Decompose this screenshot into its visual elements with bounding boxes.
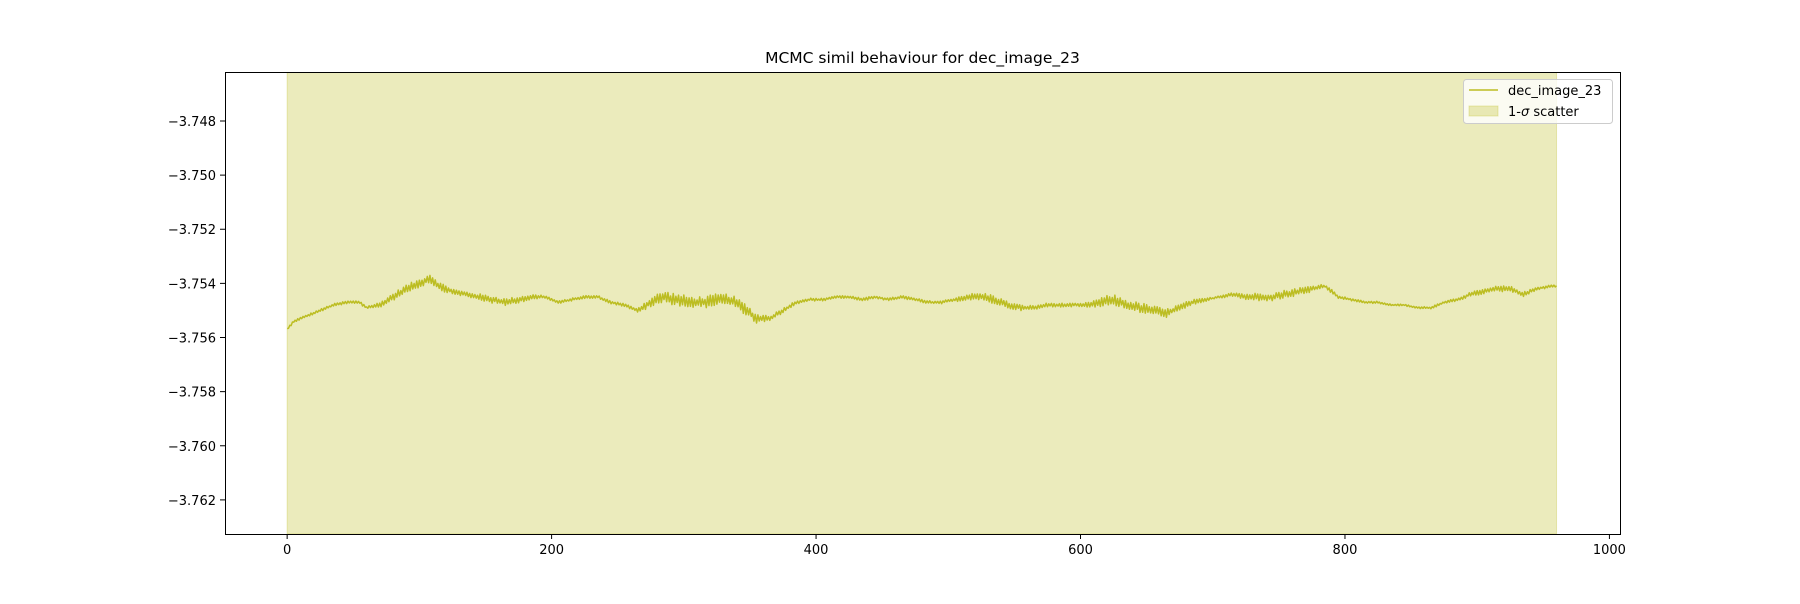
scatter-band-layer [286,72,1558,534]
legend-label-band-suffix: scatter [1529,105,1579,120]
y-tick-label: −3.752 [168,223,216,238]
y-tick-label: −3.760 [168,440,216,455]
plot-frame [225,72,1621,535]
y-tick-label: −3.748 [168,115,216,130]
scatter-band [286,72,1558,534]
x-tick-label: 600 [1068,543,1093,558]
x-tick-label: 200 [539,543,564,558]
legend-label-band: 1-σ scatter [1508,105,1579,120]
y-tick-label: −3.762 [168,494,216,509]
x-tick-label: 0 [283,543,291,558]
y-tick-label: −3.756 [168,332,216,347]
x-tick-label: 1000 [1593,543,1626,558]
legend: dec_image_23 1-σ scatter [1463,79,1613,124]
sigma-symbol: σ [1521,105,1530,120]
y-tick-label: −3.750 [168,169,216,184]
legend-box [1463,79,1613,124]
x-tick-label: 400 [804,543,829,558]
x-tick-label: 800 [1333,543,1358,558]
y-tick-label: −3.754 [168,277,216,292]
y-tick-label: −3.758 [168,386,216,401]
series-line-layer [287,274,1558,330]
legend-label-band-prefix: 1- [1508,105,1521,120]
legend-label-series: dec_image_23 [1508,84,1601,99]
series-line-dec_image_23 [287,274,1558,330]
x-axis: 0 200 400 600 800 1000 [283,534,1626,558]
legend-patch-swatch [1468,105,1499,117]
chart-title: MCMC simil behaviour for dec_image_23 [765,49,1080,68]
y-axis: −3.748 −3.750 −3.752 −3.754 −3.756 −3.758 −3.7… [168,115,225,509]
